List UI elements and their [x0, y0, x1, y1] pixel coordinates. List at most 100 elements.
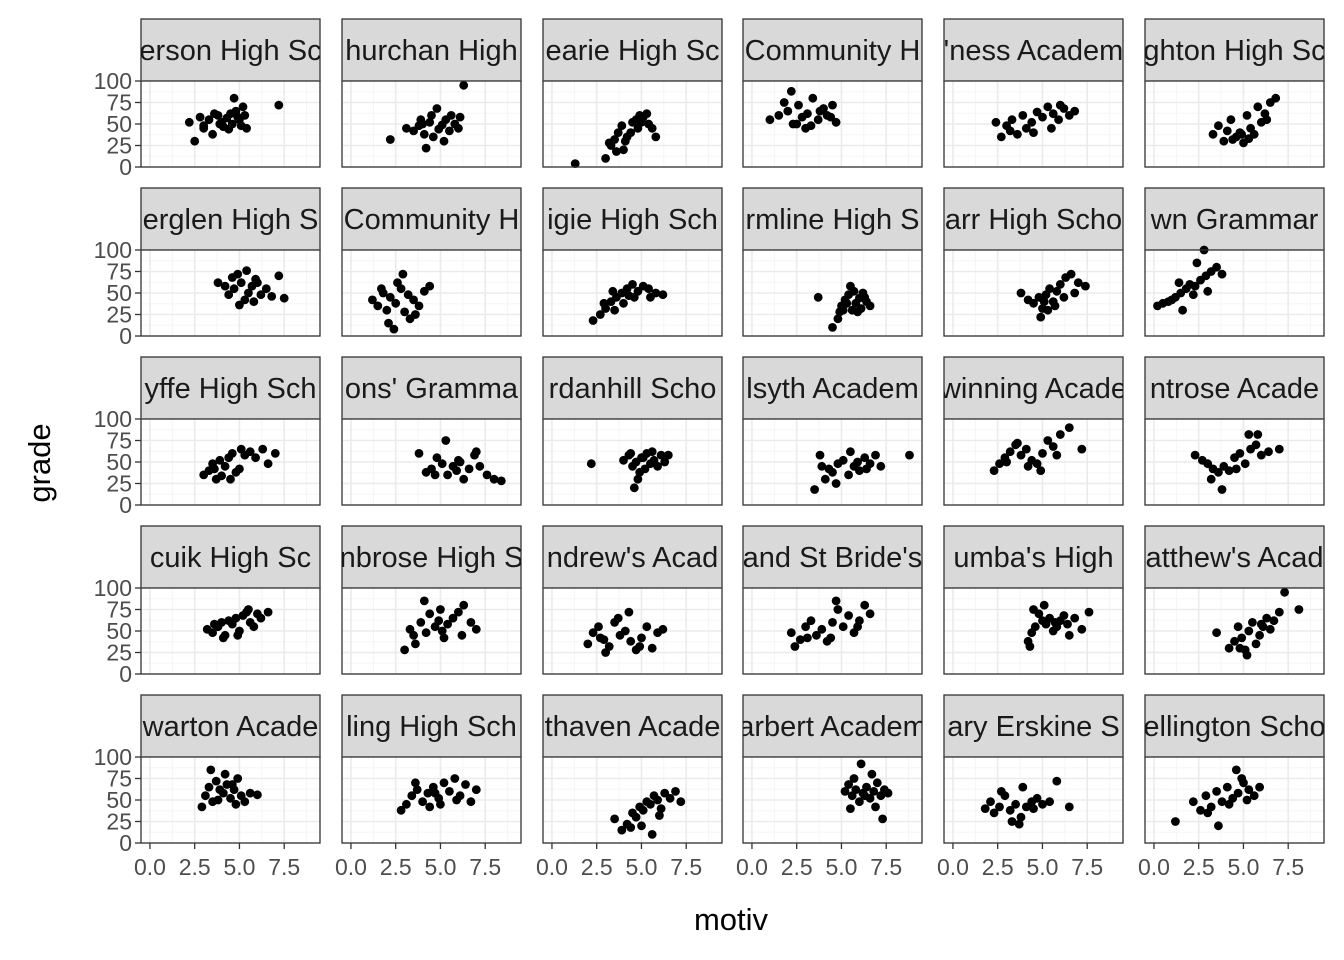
data-point — [235, 300, 244, 310]
data-point — [245, 788, 255, 798]
data-point — [263, 607, 273, 617]
data-point — [1255, 630, 1264, 640]
facet-strip-label: yffe High Sch — [145, 373, 317, 405]
data-point — [1242, 111, 1252, 120]
y-tick-label: 100 — [94, 744, 132, 770]
data-point — [642, 622, 652, 632]
facet-strip-label: Community H — [745, 35, 921, 67]
data-point — [1240, 459, 1250, 469]
data-point — [238, 102, 248, 112]
data-point — [1045, 797, 1054, 807]
data-point — [1002, 457, 1011, 467]
facet-panel-border — [742, 418, 923, 506]
data-point — [853, 622, 862, 632]
data-point — [846, 804, 855, 813]
data-point — [368, 295, 377, 305]
data-point — [1048, 442, 1058, 451]
data-point — [414, 301, 424, 311]
facet-strip-label: cuik High Sc — [150, 542, 311, 574]
data-point — [1233, 788, 1243, 798]
facet-panel-border — [542, 587, 723, 675]
data-point — [1256, 619, 1266, 629]
data-point — [647, 447, 657, 457]
data-point — [384, 318, 393, 328]
data-point — [653, 795, 662, 805]
x-tick-label: 5.0 — [625, 854, 657, 880]
data-point — [595, 633, 605, 643]
data-point — [249, 622, 259, 632]
data-point — [263, 459, 273, 469]
facet-panel-border — [1144, 756, 1325, 844]
data-point — [448, 613, 458, 623]
data-point — [794, 100, 803, 110]
data-point — [245, 447, 255, 457]
data-point — [831, 479, 841, 488]
data-point — [629, 483, 639, 493]
data-point — [1224, 643, 1234, 653]
data-point — [1052, 450, 1062, 460]
data-point — [1066, 269, 1076, 279]
facet-strip — [742, 694, 923, 758]
data-point — [256, 290, 266, 300]
y-tick-label: 100 — [94, 575, 132, 601]
data-point — [658, 624, 668, 634]
y-tick-label: 75 — [106, 597, 132, 623]
data-point — [227, 273, 237, 282]
data-point — [851, 785, 861, 795]
data-point — [1212, 262, 1221, 272]
facet-panel: igie High Sch — [542, 187, 723, 337]
facet-strip — [542, 356, 723, 420]
data-point — [803, 109, 812, 119]
y-tick-label: 50 — [106, 280, 132, 306]
data-point — [1038, 799, 1047, 809]
facet-panel-border — [742, 249, 923, 337]
data-point — [233, 774, 243, 783]
data-point — [646, 292, 655, 302]
data-point — [466, 618, 476, 627]
facet-panel: ling High Sch 0.0 2.5 5.0 7.5 — [335, 694, 522, 880]
data-point — [1217, 797, 1227, 807]
data-point — [838, 305, 848, 315]
facet-strip-label: igie High Sch — [547, 204, 718, 236]
data-point — [647, 123, 657, 133]
data-point — [423, 788, 433, 798]
y-tick-label: 0 — [119, 492, 132, 518]
data-point — [454, 607, 463, 617]
data-point — [1021, 123, 1031, 133]
data-point — [626, 823, 636, 832]
y-tick-label: 50 — [106, 618, 132, 644]
data-point — [446, 111, 456, 120]
y-tick-label: 25 — [106, 809, 132, 835]
data-point — [828, 618, 837, 627]
data-point — [1171, 817, 1180, 826]
facet-panel-border — [943, 249, 1124, 337]
data-point — [608, 286, 618, 296]
facet-strip — [140, 525, 321, 589]
data-point — [626, 636, 636, 646]
data-point — [1219, 136, 1229, 146]
data-point — [612, 147, 621, 156]
data-point — [240, 111, 250, 120]
data-point — [1237, 129, 1247, 139]
facet-strip-label: thaven Acade — [545, 711, 721, 743]
data-point — [833, 314, 843, 324]
y-tick-label: 25 — [106, 640, 132, 666]
facet-panel-border — [542, 756, 723, 844]
facet-strip — [1144, 18, 1325, 82]
data-point — [820, 474, 830, 484]
data-point — [184, 117, 194, 127]
data-point — [599, 298, 609, 308]
data-point — [869, 787, 879, 796]
data-point — [658, 290, 668, 300]
facet-panel: ons' Gramma — [341, 356, 522, 506]
facet-panel: ndrew's Acad — [542, 525, 723, 675]
x-tick-label: 5.0 — [825, 854, 857, 880]
data-point — [428, 132, 438, 142]
data-point — [270, 449, 280, 458]
x-tick-label: 0.0 — [937, 854, 969, 880]
data-point — [432, 453, 442, 463]
data-point — [411, 639, 420, 649]
facet-panel: atthew's Acad — [1144, 525, 1325, 675]
data-point — [656, 804, 666, 813]
